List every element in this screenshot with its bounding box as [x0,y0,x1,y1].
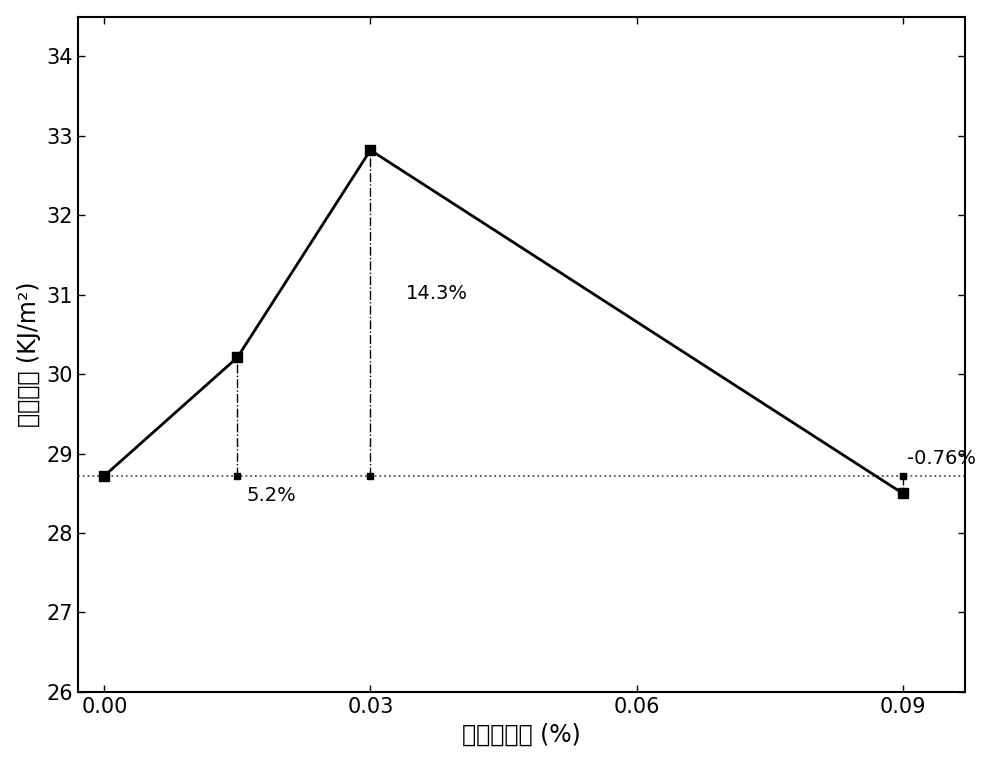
Y-axis label: 拉伸强度 (KJ/m²): 拉伸强度 (KJ/m²) [17,282,41,427]
Text: 5.2%: 5.2% [246,486,296,505]
Text: -0.76%: -0.76% [907,449,976,468]
Text: 14.3%: 14.3% [406,284,468,303]
X-axis label: 石墨烯含量 (%): 石墨烯含量 (%) [462,723,581,746]
